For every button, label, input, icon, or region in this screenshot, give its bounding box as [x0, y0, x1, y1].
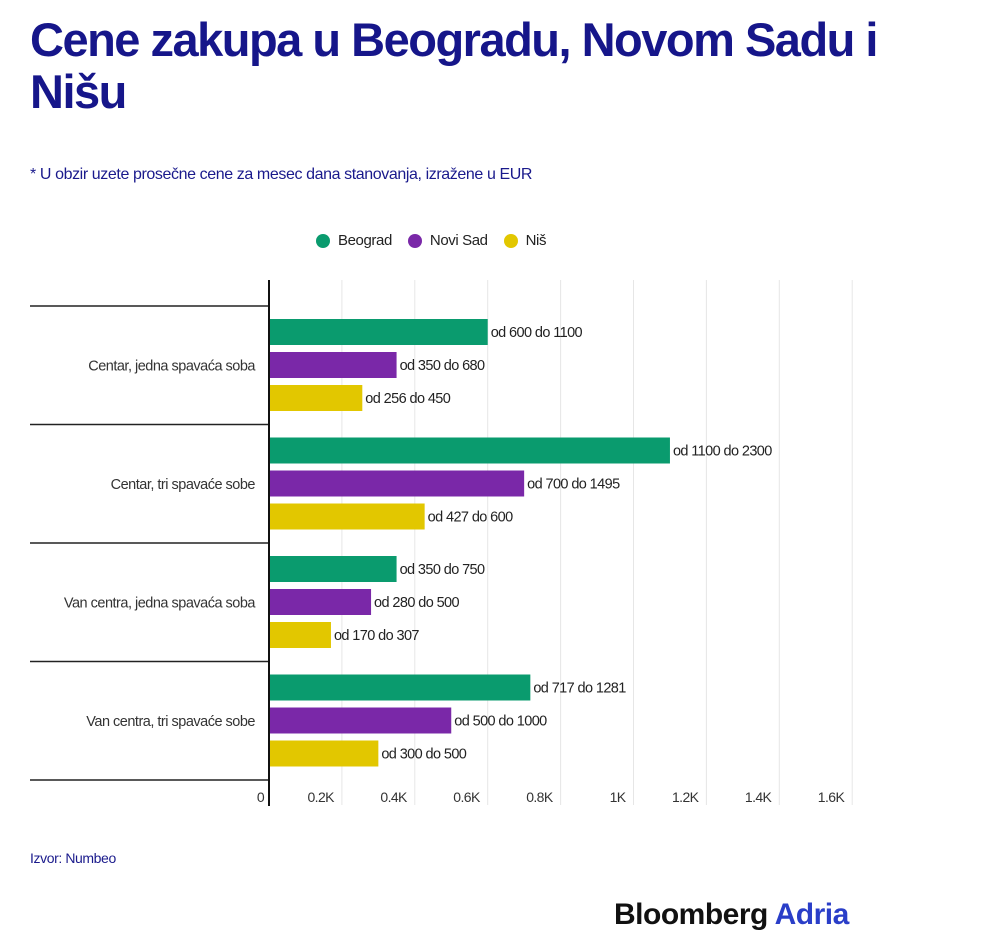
legend-dot-icon — [503, 233, 518, 248]
legend-dot-icon — [407, 233, 422, 248]
bar — [269, 556, 397, 582]
data-label: od 717 do 1281 — [533, 681, 626, 697]
data-label: od 700 do 1495 — [527, 477, 620, 493]
x-tick-label: 0.6K — [453, 789, 481, 805]
legend-label: Novi Sad — [429, 232, 488, 249]
bar — [269, 740, 379, 767]
logo-suffix: Adria — [774, 898, 850, 931]
bar — [269, 319, 488, 345]
data-label: od 256 do 450 — [365, 391, 450, 407]
legend-label: Beograd — [338, 232, 392, 249]
legend-item-novi-sad: Novi Sad — [407, 232, 488, 249]
x-tick-label: 1.6K — [818, 789, 846, 805]
bar — [269, 674, 531, 701]
x-tick-label: 0 — [257, 789, 265, 805]
category-label: Van centra, jedna spavaća soba — [64, 595, 257, 611]
bar — [269, 352, 397, 378]
legend-label: Niš — [525, 232, 547, 249]
data-label: od 280 do 500 — [374, 595, 459, 611]
data-label: od 1100 do 2300 — [673, 444, 772, 460]
logo-brand: Bloomberg — [614, 898, 768, 931]
data-label: od 350 do 750 — [400, 562, 485, 578]
bar — [269, 707, 452, 734]
bar — [269, 437, 670, 464]
category-label: Centar, jedna spavaća soba — [88, 358, 256, 374]
category-label: Centar, tri spavaće sobe — [111, 477, 256, 493]
legend: Beograd Novi Sad Niš — [316, 232, 546, 249]
bloomberg-adria-logo: Bloomberg Adria — [614, 898, 849, 932]
bar — [269, 385, 363, 411]
data-label: od 350 do 680 — [400, 358, 485, 374]
x-tick-label: 1K — [610, 789, 627, 805]
x-tick-label: 0.8K — [526, 789, 554, 805]
chart-title: Cene zakupa u Beogradu, Novom Sadu i Niš… — [30, 13, 879, 118]
x-tick-label: 1.2K — [672, 789, 700, 805]
legend-item-beograd: Beograd — [316, 232, 392, 249]
data-label: od 427 do 600 — [428, 510, 513, 526]
x-tick-label: 1.4K — [745, 789, 773, 805]
chart-subtitle: * U obzir uzete prosečne cene za mesec d… — [30, 166, 533, 183]
bar — [269, 503, 425, 530]
legend-item-nis: Niš — [503, 232, 547, 249]
bar — [269, 470, 525, 497]
bar — [269, 622, 331, 648]
x-tick-label: 0.2K — [307, 789, 335, 805]
legend-dot-icon — [316, 233, 330, 248]
data-label: od 600 do 1100 — [491, 325, 583, 341]
category-label: Van centra, tri spavaće sobe — [86, 714, 255, 730]
data-label: od 170 do 307 — [334, 628, 419, 644]
bar — [269, 589, 372, 615]
x-tick-label: 0.4K — [380, 789, 408, 805]
source-note: Izvor: Numbeo — [30, 850, 116, 866]
data-label: od 300 do 500 — [381, 747, 466, 763]
data-label: od 500 do 1000 — [454, 714, 547, 730]
